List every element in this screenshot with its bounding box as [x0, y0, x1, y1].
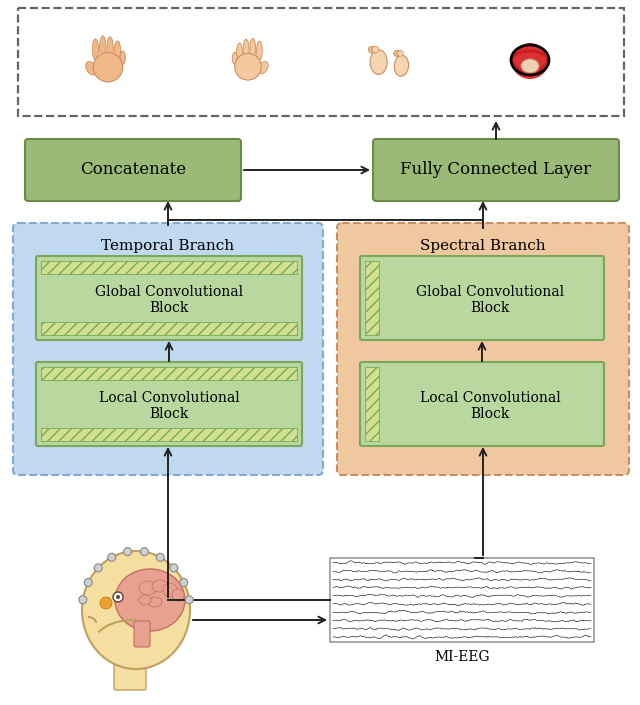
Ellipse shape [92, 39, 99, 60]
FancyBboxPatch shape [134, 621, 150, 647]
Circle shape [185, 596, 193, 603]
Ellipse shape [172, 589, 184, 601]
Ellipse shape [93, 53, 123, 82]
Circle shape [100, 597, 112, 609]
Circle shape [394, 51, 400, 56]
Circle shape [372, 47, 379, 53]
FancyBboxPatch shape [25, 139, 241, 201]
Ellipse shape [139, 581, 157, 595]
Text: Fully Connected Layer: Fully Connected Layer [401, 161, 591, 178]
Ellipse shape [82, 551, 190, 669]
FancyBboxPatch shape [36, 362, 302, 446]
Text: Global Convolutional
Block: Global Convolutional Block [95, 285, 243, 315]
Bar [41, 261, 297, 274]
Bar [41, 428, 297, 441]
FancyBboxPatch shape [360, 256, 604, 340]
Circle shape [113, 592, 123, 602]
Ellipse shape [235, 54, 261, 80]
Wedge shape [511, 60, 549, 79]
Circle shape [180, 579, 188, 587]
Ellipse shape [370, 49, 387, 74]
FancyBboxPatch shape [360, 362, 604, 446]
Wedge shape [513, 43, 547, 60]
Circle shape [79, 596, 87, 603]
Circle shape [84, 579, 92, 587]
Ellipse shape [139, 595, 151, 605]
Circle shape [397, 51, 403, 56]
Bar [365, 261, 379, 335]
Circle shape [140, 548, 148, 556]
Ellipse shape [86, 61, 97, 75]
Circle shape [394, 51, 399, 56]
Ellipse shape [115, 41, 120, 60]
Ellipse shape [243, 39, 249, 60]
Circle shape [156, 553, 164, 561]
Bar [330, 558, 594, 642]
Ellipse shape [152, 580, 168, 592]
FancyBboxPatch shape [373, 139, 619, 201]
Text: Global Convolutional
Block: Global Convolutional Block [416, 285, 564, 315]
Circle shape [397, 51, 403, 56]
Text: Local Convolutional
Block: Local Convolutional Block [99, 391, 239, 421]
Circle shape [369, 47, 376, 53]
Bar [41, 322, 297, 335]
Circle shape [94, 564, 102, 572]
Circle shape [170, 564, 178, 572]
Ellipse shape [250, 38, 255, 59]
Ellipse shape [148, 597, 162, 607]
FancyBboxPatch shape [337, 223, 629, 475]
Ellipse shape [521, 59, 539, 73]
Ellipse shape [115, 569, 185, 631]
Ellipse shape [232, 52, 237, 64]
Ellipse shape [100, 36, 106, 59]
Ellipse shape [163, 583, 177, 597]
Bar [18, 8, 624, 116]
Text: Spectral Branch: Spectral Branch [420, 239, 546, 253]
Circle shape [116, 595, 120, 599]
Ellipse shape [120, 51, 125, 65]
FancyBboxPatch shape [13, 223, 323, 475]
Ellipse shape [237, 43, 243, 60]
Bar [365, 367, 379, 441]
Circle shape [124, 548, 132, 556]
Ellipse shape [394, 56, 408, 76]
Ellipse shape [258, 61, 268, 74]
FancyBboxPatch shape [114, 651, 146, 690]
Circle shape [368, 47, 375, 53]
Circle shape [108, 553, 116, 561]
Ellipse shape [257, 41, 262, 60]
Circle shape [371, 47, 378, 53]
Text: Concatenate: Concatenate [80, 161, 186, 178]
Text: Local Convolutional
Block: Local Convolutional Block [420, 391, 561, 421]
Text: MI-EEG: MI-EEG [434, 650, 490, 664]
Text: Temporal Branch: Temporal Branch [101, 239, 235, 253]
Bar [41, 367, 297, 380]
FancyBboxPatch shape [36, 256, 302, 340]
Ellipse shape [107, 37, 113, 60]
